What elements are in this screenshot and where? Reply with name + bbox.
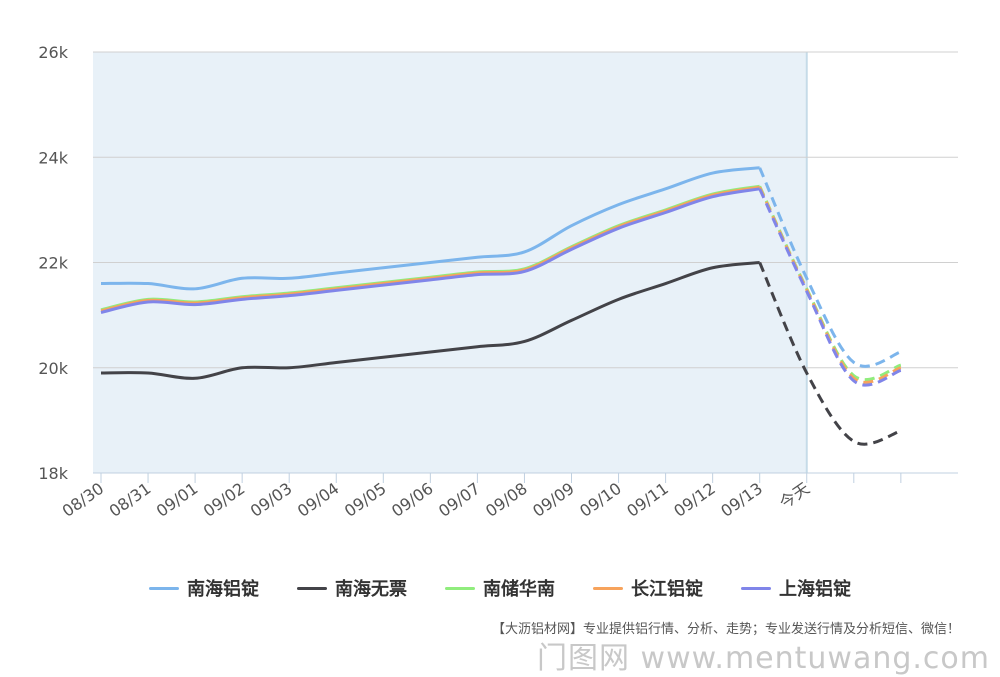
legend-swatch (149, 586, 179, 590)
x-tick-label: 08/30 (59, 479, 108, 521)
legend-item[interactable]: 南海无票 (297, 575, 407, 601)
y-tick-label: 18k (38, 464, 68, 483)
x-tick-label: 今天 (776, 479, 813, 513)
x-tick-label: 09/08 (482, 479, 531, 521)
x-tick-label: 08/31 (106, 479, 155, 521)
series-line-3 (100, 185, 760, 313)
footer-text: 【大沥铝材网】专业提供铝行情、分析、走势；专业发送行情及分析短信、微信！ (491, 622, 960, 637)
x-tick-label: 09/09 (529, 479, 578, 521)
series-line-1 (100, 261, 760, 380)
y-tick-label: 22k (38, 254, 68, 273)
y-tick-label: 20k (38, 359, 68, 378)
legend-item[interactable]: 上海铝锭 (741, 575, 851, 601)
x-tick-label: 09/03 (247, 479, 296, 521)
legend-item[interactable]: 南海铝锭 (149, 575, 259, 601)
x-tick-label: 09/02 (200, 479, 249, 521)
legend-item[interactable]: 南储华南 (445, 575, 555, 601)
legend-label: 南储华南 (483, 579, 555, 600)
x-tick-label: 09/12 (670, 479, 719, 521)
series-line-0 (100, 166, 760, 291)
x-tick-label: 09/05 (341, 479, 390, 521)
x-tick-label: 09/07 (435, 479, 484, 521)
legend-label: 南海铝锭 (187, 579, 259, 600)
x-tick-label: 09/01 (153, 479, 202, 521)
series-line-4 (100, 187, 760, 314)
legend-swatch (445, 586, 475, 590)
legend-label: 南海无票 (335, 579, 407, 600)
legend-label: 上海铝锭 (779, 579, 851, 600)
x-tick-label: 09/13 (717, 479, 766, 521)
watermark-text: 门图网 www.mentuwang.com (537, 641, 990, 676)
legend-item[interactable]: 长江铝锭 (593, 575, 703, 601)
legend-swatch (593, 586, 623, 590)
x-tick-label: 09/04 (294, 479, 343, 521)
legend-label: 长江铝锭 (631, 579, 703, 600)
series-forecast-1 (758, 261, 902, 446)
y-tick-label: 26k (38, 43, 68, 62)
chart-area: 18k 20k 22k 24k 26k 08/3008/3109/0109/0209/03… (38, 43, 958, 521)
legend: 南海铝锭 南海无票 南储华南 长江铝锭 上海铝锭 (0, 575, 1000, 601)
x-tick-label: 09/10 (576, 479, 625, 521)
y-tick-label: 24k (38, 148, 68, 167)
x-tick-label: 09/11 (623, 479, 672, 521)
legend-swatch (741, 586, 771, 590)
legend-swatch (297, 586, 327, 590)
x-tick-label: 09/06 (388, 479, 437, 521)
